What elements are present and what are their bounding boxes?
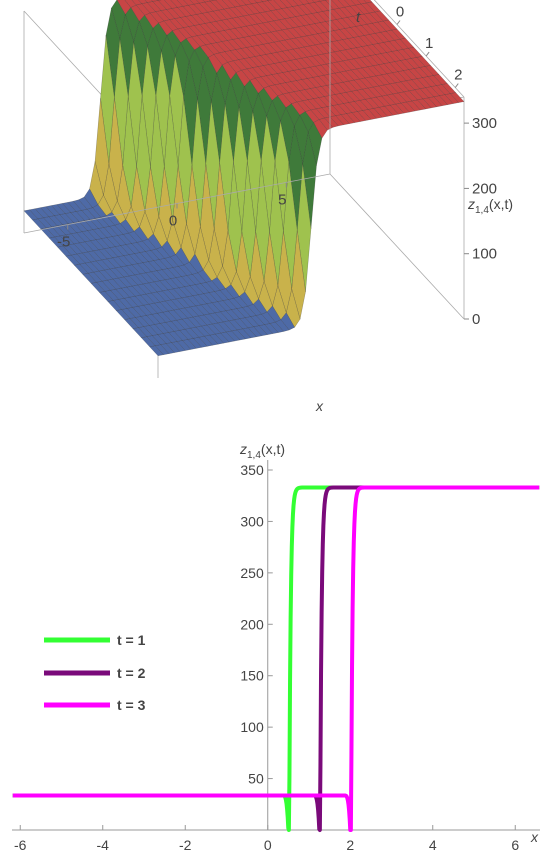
legend-label-t3: t = 3 (117, 697, 146, 713)
surface-t-tick (396, 20, 401, 25)
x-tick-label: 4 (429, 837, 437, 853)
surface-x-tick-label: 5 (278, 191, 286, 208)
surface-plot: -505-2-10120100200300 t x z1,4(x,t) (23, 0, 513, 414)
surface-patch (311, 0, 321, 3)
y-tick-label: 300 (240, 513, 264, 529)
surface-t-tick (454, 83, 459, 88)
y-tick-label: 100 (240, 719, 264, 735)
surface-patch (260, 0, 269, 2)
surface-patch (357, 0, 367, 5)
series-line-1 (11, 485, 541, 832)
surface-z-axis-label: z1,4(x,t) (467, 196, 513, 216)
x-tick-label: -2 (179, 837, 192, 853)
line-x-axis-label: x (530, 829, 539, 845)
surface-patch (189, 0, 200, 5)
surface-x-axis-label: x (315, 398, 324, 414)
legend-item: t = 2 (44, 665, 146, 681)
line-plot: -6 -4 -2 0 2 4 6 50 100 150 200 250 300 350 z1,4(x,t)… (11, 441, 541, 853)
surface-patch (234, 0, 247, 7)
y-tick-label: 150 (240, 668, 264, 684)
legend-label-t1: t = 1 (117, 632, 146, 648)
surface-t-tick-label: 2 (454, 67, 462, 84)
line-ticks: -6 -4 -2 0 2 4 6 50 100 150 200 250 300 350 (14, 462, 519, 853)
surface-ticks: -505-2-10120100200300 (57, 4, 497, 329)
surface-patch (305, 0, 315, 4)
legend-item: t = 3 (44, 697, 146, 713)
x-tick-label: 0 (264, 837, 272, 853)
surface-patch (266, 0, 272, 1)
legend-item: t = 1 (44, 632, 146, 648)
surface-patch (183, 0, 195, 6)
surface-patch (292, 0, 304, 6)
surface-t-tick (425, 51, 430, 57)
x-tick-label: -6 (14, 837, 27, 853)
series-line-2 (11, 485, 541, 832)
x-tick-label: -4 (97, 837, 110, 853)
surface-x-tick-label: -5 (57, 234, 70, 251)
surface-z-tick-label: 200 (472, 180, 497, 197)
line-series-group (11, 485, 541, 832)
surface-patch (131, 0, 142, 6)
x-tick-label: 6 (511, 837, 519, 853)
surface-patch (247, 0, 258, 4)
surface-patch (23, 209, 39, 221)
surface-patch (202, 0, 211, 3)
y-tick-label: 250 (240, 565, 264, 581)
line-y-axis-label: z1,4(x,t) (239, 441, 285, 461)
surface-patch (299, 0, 310, 5)
surface-t-tick-label: 1 (425, 35, 433, 52)
series-line-3 (11, 485, 541, 832)
surface-t-axis-label: t (356, 9, 361, 26)
x-tick-label: 2 (346, 837, 354, 853)
legend-label-t2: t = 2 (117, 665, 146, 681)
surface-z-tick-label: 0 (472, 311, 480, 328)
surface-patch (241, 0, 252, 6)
surface-z-tick-label: 300 (472, 115, 497, 132)
surface-z-tick-label: 100 (472, 246, 497, 263)
y-tick-label: 50 (248, 771, 264, 787)
surface-patch (151, 0, 159, 2)
surface-patch (196, 0, 206, 4)
y-tick-label: 200 (240, 616, 264, 632)
surface-mesh (23, 0, 465, 356)
surface-patch (208, 0, 216, 2)
y-tick-label: 350 (240, 462, 264, 478)
legend: t = 1 t = 2 t = 3 (44, 632, 146, 713)
surface-patch (350, 0, 362, 6)
surface-x-tick-label: 0 (169, 213, 177, 230)
surface-patch (138, 0, 148, 4)
surface-patch (318, 0, 326, 2)
surface-t-tick-label: 0 (396, 4, 404, 21)
